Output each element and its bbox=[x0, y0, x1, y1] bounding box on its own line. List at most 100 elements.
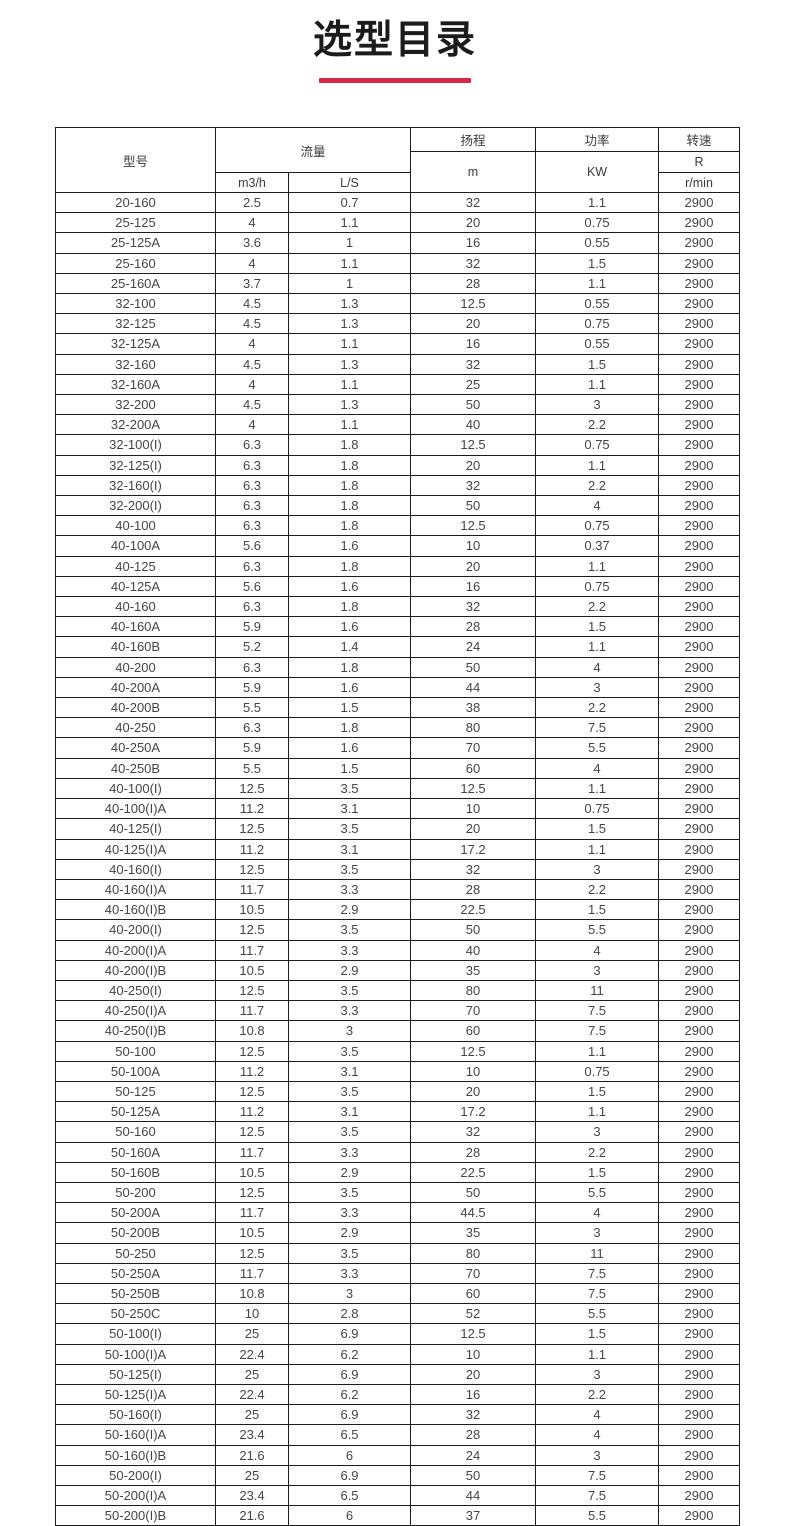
table-row: 50-160(I)A 23.4 6.5 28 4 2900 bbox=[55, 1424, 741, 1446]
cell-head-m: 60 bbox=[410, 1282, 537, 1305]
table-row: 40-250(I)A 11.7 3.3 70 7.5 2900 bbox=[55, 1000, 741, 1022]
cell-flow-ls: 1.8 bbox=[287, 454, 412, 476]
cell-head-m: 70 bbox=[410, 1000, 537, 1022]
cell-flow-ls: 3.1 bbox=[287, 838, 412, 860]
table-row: 50-200A 11.7 3.3 44.5 4 2900 bbox=[55, 1202, 741, 1224]
cell-flow-ls: 3.5 bbox=[287, 777, 412, 800]
cell-speed-rmin: 2900 bbox=[658, 959, 741, 981]
cell-head-m: 17.2 bbox=[410, 838, 537, 860]
cell-speed-rmin: 2900 bbox=[658, 878, 741, 901]
table-row: 50-200(I) 25 6.9 50 7.5 2900 bbox=[55, 1464, 741, 1487]
cell-head-m: 12.5 bbox=[410, 434, 537, 456]
header-flow-unit-ls: L/S bbox=[287, 172, 412, 193]
cell-power-kw: 7.5 bbox=[535, 1464, 660, 1487]
cell-power-kw: 7.5 bbox=[535, 717, 660, 739]
cell-flow-m3h: 11.7 bbox=[215, 1262, 289, 1284]
cell-head-m: 60 bbox=[410, 1020, 537, 1042]
cell-model: 50-100(I)A bbox=[55, 1343, 216, 1365]
cell-flow-ls: 1.1 bbox=[287, 333, 412, 355]
cell-head-m: 32 bbox=[410, 191, 537, 214]
cell-power-kw: 2.2 bbox=[535, 596, 660, 618]
cell-speed-rmin: 2900 bbox=[658, 1303, 741, 1325]
cell-flow-ls: 3.5 bbox=[287, 1242, 412, 1264]
cell-speed-rmin: 2900 bbox=[658, 434, 741, 456]
cell-flow-m3h: 5.6 bbox=[215, 535, 289, 557]
table-row: 50-100 12.5 3.5 12.5 1.1 2900 bbox=[55, 1040, 741, 1062]
cell-power-kw: 1.1 bbox=[535, 838, 660, 860]
cell-head-m: 24 bbox=[410, 636, 537, 658]
pump-selection-table: 型号 流量 扬程 功率 转速 m KW R m3/h L/S r/min 20-… bbox=[55, 127, 741, 1526]
cell-flow-m3h: 22.4 bbox=[215, 1343, 289, 1365]
cell-speed-rmin: 2900 bbox=[658, 838, 741, 860]
header-power: 功率 bbox=[535, 127, 660, 152]
cell-flow-ls: 1.3 bbox=[287, 313, 412, 335]
table-row: 40-250(I)B 10.8 3 60 7.5 2900 bbox=[55, 1020, 741, 1042]
cell-speed-rmin: 2900 bbox=[658, 191, 741, 214]
table-row: 32-160 4.5 1.3 32 1.5 2900 bbox=[55, 353, 741, 375]
cell-speed-rmin: 2900 bbox=[658, 1505, 741, 1526]
cell-flow-m3h: 12.5 bbox=[215, 1040, 289, 1062]
cell-flow-m3h: 6.3 bbox=[215, 656, 289, 678]
cell-head-m: 28 bbox=[410, 1141, 537, 1163]
table-row: 50-160(I) 25 6.9 32 4 2900 bbox=[55, 1404, 741, 1426]
table-row: 40-100 6.3 1.8 12.5 0.75 2900 bbox=[55, 515, 741, 537]
table-row: 40-200B 5.5 1.5 38 2.2 2900 bbox=[55, 697, 741, 719]
cell-flow-m3h: 5.5 bbox=[215, 757, 289, 779]
table-row: 40-200(I) 12.5 3.5 50 5.5 2900 bbox=[55, 919, 741, 941]
header-speed: 转速 bbox=[658, 127, 741, 152]
cell-model: 40-200(I)B bbox=[55, 959, 216, 981]
table-row: 32-200A 4 1.1 40 2.2 2900 bbox=[55, 414, 741, 436]
cell-model: 40-200(I) bbox=[55, 919, 216, 941]
cell-head-m: 28 bbox=[410, 878, 537, 901]
cell-head-m: 44 bbox=[410, 1484, 537, 1507]
cell-flow-ls: 1.1 bbox=[287, 212, 412, 234]
cell-flow-ls: 3.3 bbox=[287, 1141, 412, 1163]
cell-head-m: 28 bbox=[410, 616, 537, 638]
cell-head-m: 50 bbox=[410, 656, 537, 678]
cell-speed-rmin: 2900 bbox=[658, 212, 741, 234]
cell-flow-ls: 1.8 bbox=[287, 555, 412, 577]
cell-flow-m3h: 6.3 bbox=[215, 434, 289, 456]
cell-flow-m3h: 12.5 bbox=[215, 777, 289, 800]
cell-power-kw: 0.55 bbox=[535, 293, 660, 315]
cell-model: 40-160(I)B bbox=[55, 899, 216, 921]
cell-flow-ls: 1.8 bbox=[287, 515, 412, 537]
table-row: 32-125 4.5 1.3 20 0.75 2900 bbox=[55, 313, 741, 335]
cell-flow-ls: 6 bbox=[287, 1444, 412, 1466]
cell-power-kw: 2.2 bbox=[535, 697, 660, 719]
cell-speed-rmin: 2900 bbox=[658, 1000, 741, 1022]
cell-head-m: 32 bbox=[410, 474, 537, 497]
table-row: 40-160(I)A 11.7 3.3 28 2.2 2900 bbox=[55, 878, 741, 901]
header-speed-unit-rmin: r/min bbox=[658, 172, 741, 193]
cell-flow-ls: 3.5 bbox=[287, 1080, 412, 1103]
cell-power-kw: 2.2 bbox=[535, 474, 660, 497]
table-row: 50-250 12.5 3.5 80 11 2900 bbox=[55, 1242, 741, 1264]
table-row: 40-160(I)B 10.5 2.9 22.5 1.5 2900 bbox=[55, 899, 741, 921]
cell-model: 50-250C bbox=[55, 1303, 216, 1325]
cell-flow-ls: 2.9 bbox=[287, 899, 412, 921]
header-head: 扬程 bbox=[410, 127, 537, 152]
cell-flow-m3h: 5.9 bbox=[215, 737, 289, 759]
cell-speed-rmin: 2900 bbox=[658, 1262, 741, 1284]
cell-flow-ls: 3.3 bbox=[287, 878, 412, 901]
cell-model: 50-160(I) bbox=[55, 1404, 216, 1426]
cell-model: 50-160(I)B bbox=[55, 1444, 216, 1466]
cell-head-m: 32 bbox=[410, 252, 537, 274]
cell-model: 40-200(I)A bbox=[55, 939, 216, 961]
cell-flow-m3h: 11.2 bbox=[215, 798, 289, 820]
cell-speed-rmin: 2900 bbox=[658, 899, 741, 921]
cell-model: 40-250B bbox=[55, 757, 216, 779]
cell-model: 40-250(I)A bbox=[55, 1000, 216, 1022]
cell-flow-ls: 3.3 bbox=[287, 1000, 412, 1022]
table-row: 32-160(I) 6.3 1.8 32 2.2 2900 bbox=[55, 474, 741, 497]
cell-head-m: 24 bbox=[410, 1444, 537, 1466]
cell-flow-ls: 3.1 bbox=[287, 798, 412, 820]
cell-model: 32-100(I) bbox=[55, 434, 216, 456]
cell-model: 40-200A bbox=[55, 676, 216, 699]
cell-flow-m3h: 2.5 bbox=[215, 191, 289, 214]
cell-head-m: 32 bbox=[410, 1121, 537, 1143]
cell-model: 40-160(I)A bbox=[55, 878, 216, 901]
cell-model: 40-160 bbox=[55, 596, 216, 618]
cell-model: 32-160 bbox=[55, 353, 216, 375]
cell-speed-rmin: 2900 bbox=[658, 1181, 741, 1204]
